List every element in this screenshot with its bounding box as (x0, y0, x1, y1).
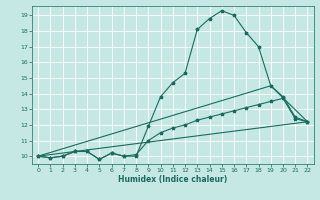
X-axis label: Humidex (Indice chaleur): Humidex (Indice chaleur) (118, 175, 228, 184)
